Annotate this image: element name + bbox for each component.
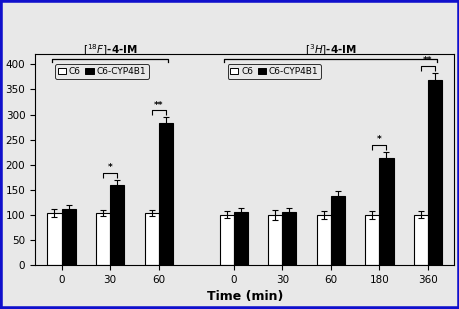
Text: *: * [376,135,381,144]
Bar [316,215,330,265]
Bar [144,213,158,265]
Bar [62,210,75,265]
Bar [219,215,233,265]
Bar [96,213,110,265]
X-axis label: Time (min): Time (min) [206,290,282,303]
Bar [47,214,62,265]
Bar [427,80,441,265]
Bar [282,213,296,265]
Bar [268,215,282,265]
Text: $[^{18}F]$-4-IM: $[^{18}F]$-4-IM [83,42,137,58]
Text: **: ** [422,56,432,65]
Text: $[^{3}H]$-4-IM: $[^{3}H]$-4-IM [304,42,356,58]
Bar [364,215,379,265]
Bar [379,158,392,265]
Bar [413,215,427,265]
Bar [233,212,247,265]
Text: **: ** [154,100,163,109]
Bar [158,123,173,265]
Bar [110,185,124,265]
Bar [330,197,344,265]
Text: *: * [107,163,112,172]
Legend: C6, C6-CYP4B1: C6, C6-CYP4B1 [227,64,320,78]
